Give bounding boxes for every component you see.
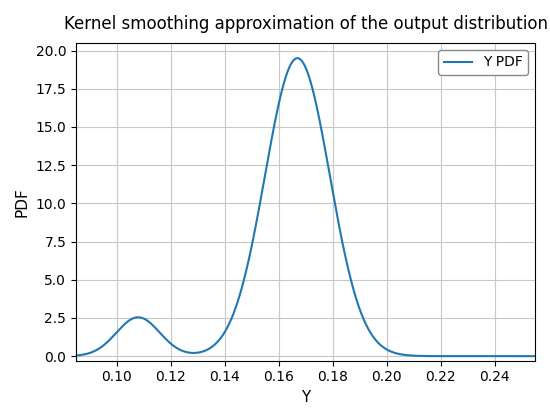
Y PDF: [296, 56, 303, 61]
Y PDF: [73, 353, 79, 358]
Legend: Y PDF: Y PDF: [438, 50, 528, 75]
X-axis label: Y: Y: [301, 390, 310, 405]
Y-axis label: PDF: PDF: [15, 187, 30, 217]
Y PDF: [519, 354, 525, 359]
Y PDF: [532, 354, 538, 359]
Title: Kernel smoothing approximation of the output distribution: Kernel smoothing approximation of the ou…: [63, 15, 547, 33]
Y PDF: [284, 71, 290, 76]
Y PDF: [96, 346, 103, 351]
Y PDF: [434, 354, 441, 359]
Y PDF: [294, 55, 301, 60]
Line: Y PDF: Y PDF: [76, 58, 535, 356]
Y PDF: [519, 354, 525, 359]
